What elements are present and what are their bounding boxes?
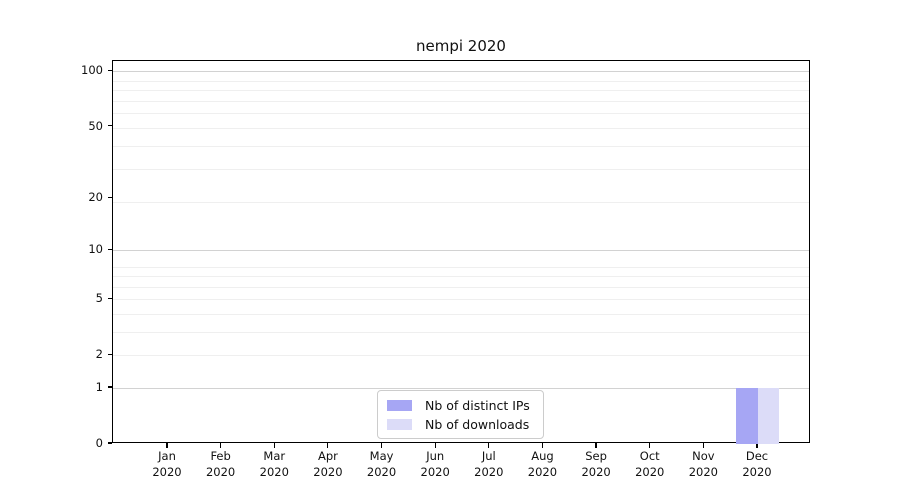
x-tick-label: Dec 2020: [742, 449, 772, 479]
gridline-major: [113, 250, 809, 252]
x-tick-mark: [273, 443, 275, 448]
bar-nb-of-downloads: [757, 388, 780, 444]
y-tick-mark: [108, 297, 112, 299]
y-tick-mark: [108, 442, 112, 444]
legend-item-label: Nb of downloads: [425, 416, 530, 432]
y-tick-mark: [108, 124, 112, 127]
x-tick-label: Oct 2020: [635, 449, 665, 479]
gridline-minor: [113, 146, 809, 148]
y-tick-label: 10: [88, 242, 103, 257]
x-tick-label: Jan 2020: [152, 449, 182, 479]
nb-of-distinct-ips-swatch: [387, 399, 412, 411]
y-tick-label: 0: [95, 436, 103, 450]
legend: Nb of distinct IPs Nb of downloads: [377, 390, 544, 439]
gridline-minor: [113, 332, 809, 334]
y-tick-label: 100: [81, 63, 103, 78]
y-tick-label: 1: [95, 380, 103, 395]
gridline-minor: [113, 100, 809, 102]
gridline-minor: [113, 90, 809, 92]
x-tick-label: May 2020: [366, 449, 397, 479]
gridline-minor: [113, 202, 809, 204]
x-tick-mark: [327, 443, 329, 448]
chart-title: nempi 2020: [416, 37, 506, 55]
y-tick-label: 50: [88, 118, 103, 133]
gridline-minor: [113, 314, 809, 316]
y-tick-label: 20: [88, 190, 103, 205]
x-tick-mark: [434, 443, 436, 448]
y-tick-mark: [108, 248, 112, 250]
x-tick-mark: [541, 443, 544, 448]
x-tick-mark: [702, 443, 704, 448]
x-tick-mark: [166, 443, 168, 448]
x-tick-label: Jun 2020: [420, 449, 450, 479]
gridline-minor: [113, 299, 809, 301]
x-tick-mark: [488, 443, 490, 448]
legend-item: Nb of downloads: [387, 416, 530, 432]
gridline-minor: [113, 355, 809, 357]
y-tick-mark: [108, 196, 112, 198]
x-tick-mark: [380, 443, 383, 448]
legend-item-label: Nb of distinct IPs: [425, 397, 530, 413]
x-tick-label: Jul 2020: [474, 449, 504, 479]
y-tick-mark: [108, 386, 112, 388]
x-tick-label: Nov 2020: [688, 449, 718, 479]
y-tick-label: 5: [95, 291, 103, 306]
gridline-major: [113, 388, 809, 390]
x-tick-mark: [220, 443, 222, 448]
y-tick-label: 2: [95, 347, 103, 362]
x-tick-label: Feb 2020: [205, 449, 236, 479]
gridline-minor: [113, 113, 809, 115]
y-tick-mark: [108, 69, 112, 71]
x-tick-label: Apr 2020: [313, 449, 343, 479]
gridline-minor: [113, 80, 809, 82]
x-tick-mark: [649, 443, 651, 448]
nb-of-downloads-swatch: [387, 418, 412, 430]
plot-area: Nb of distinct IPs Nb of downloads: [112, 60, 810, 444]
gridline-minor: [113, 276, 809, 278]
x-tick-mark: [595, 443, 597, 448]
x-tick-label: Aug 2020: [527, 449, 558, 479]
gridline-minor: [113, 286, 809, 288]
x-tick-label: Mar 2020: [259, 449, 289, 479]
y-tick-mark: [108, 353, 112, 355]
gridline-minor: [113, 169, 809, 171]
bar-nb-of-distinct-ips: [736, 388, 758, 444]
x-tick-mark: [756, 443, 758, 448]
x-tick-label: Sep 2020: [581, 449, 611, 479]
legend-item: Nb of distinct IPs: [387, 397, 530, 413]
gridline-major: [113, 71, 809, 73]
gridline-minor: [113, 266, 809, 268]
gridline-minor: [113, 128, 809, 130]
